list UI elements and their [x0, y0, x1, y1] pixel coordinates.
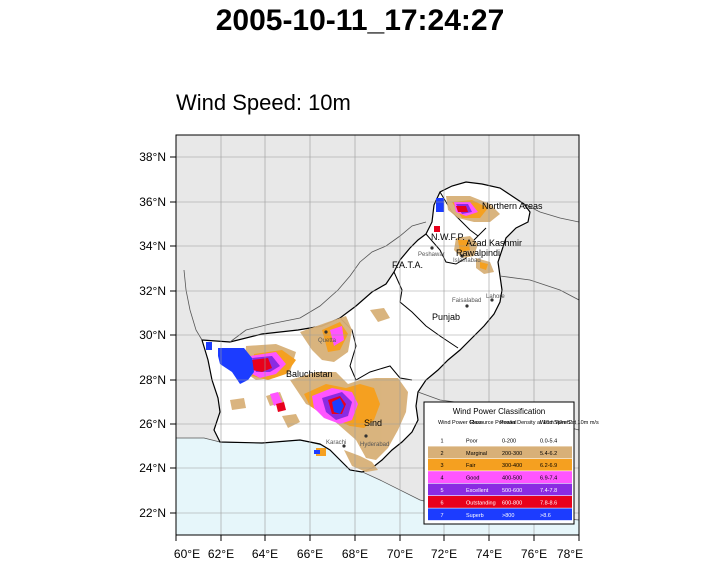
lat-tick-label: 38°N: [139, 150, 166, 164]
city-label-rawalpindi: Rawalpindi: [456, 248, 500, 258]
legend-speed: 0.0-5.4: [540, 438, 557, 444]
legend-header-potential-text: Resource Potential: [470, 420, 516, 426]
region-label-northern-areas: Northern Areas: [482, 201, 543, 211]
lat-tick-label: 32°N: [139, 284, 166, 298]
legend-density: 200-300: [502, 451, 522, 457]
lon-tick-label: 74°E: [476, 547, 502, 561]
lon-tick-label: 62°E: [208, 547, 234, 561]
legend-title: Wind Power Classification: [453, 407, 545, 416]
legend-potential: Poor: [466, 438, 478, 444]
axis-ticks: [170, 156, 580, 541]
legend-row: 7 Superb >800 >8.6: [428, 508, 572, 521]
lat-tick-label: 36°N: [139, 195, 166, 209]
legend-class: 4: [440, 476, 443, 482]
legend-rows: 1 Poor 0-200 0.0-5.4 2 Marginal 200-300 5.4-6.2…: [428, 434, 572, 521]
lon-tick-label: 68°E: [342, 547, 368, 561]
legend-swatch: [428, 446, 572, 459]
legend-header-potential: Resource Potential: [470, 420, 516, 426]
legend-speed: >8.6: [540, 513, 551, 519]
legend-header-density: Power Density at 10m W/m^2: [500, 420, 572, 426]
region-label-azad-kashmir: Azad Kashmir: [466, 238, 522, 248]
legend-class: 7: [440, 513, 443, 519]
lat-labels: 38°N 36°N 34°N 32°N 30°N 28°N 26°N 24°N …: [139, 150, 166, 520]
lon-tick-label: 72°E: [431, 547, 457, 561]
lon-tick-label: 76°E: [521, 547, 547, 561]
legend-row: 3 Fair 300-400 6.2-6.9: [428, 458, 572, 471]
legend-header-class-text: Wind Power Class: [438, 420, 483, 426]
wind-class-6-areas: [252, 206, 468, 414]
legend-density: 400-500: [502, 476, 522, 482]
legend: Wind Power Classification Wind Power Cla…: [423, 401, 599, 525]
legend-row: 4 Good 400-500 6.9-7.4: [428, 471, 572, 483]
legend-class: 2: [440, 451, 443, 457]
lon-labels: 60°E 62°E 64°E 66°E 68°E 70°E 72°E 74°E …: [174, 547, 583, 561]
subtitle: Wind Speed: 10m: [176, 90, 351, 115]
legend-potential: Fair: [466, 463, 476, 469]
legend-potential: Superb: [466, 513, 484, 519]
legend-row: 5 Excellent 500-600 7.4-7.8: [428, 483, 572, 496]
lat-tick-label: 24°N: [139, 461, 166, 475]
legend-swatch: [428, 434, 572, 446]
legend-density: 300-400: [502, 463, 522, 469]
lon-tick-label: 60°E: [174, 547, 200, 561]
region-labels: Northern Areas N.W.F.P. Azad Kashmir F.A…: [286, 201, 543, 428]
lat-tick-label: 22°N: [139, 506, 166, 520]
legend-density: 600-800: [502, 500, 522, 506]
legend-header-speed: Wind Speed at 10m m/s: [540, 420, 599, 426]
region-label-baluchistan: Baluchistan: [286, 369, 333, 379]
legend-swatch: [428, 471, 572, 483]
city-label-karachi: Karachi: [326, 440, 346, 446]
legend-swatch: [428, 496, 572, 508]
wind-class-7-areas: [206, 198, 444, 454]
legend-speed: 6.2-6.9: [540, 463, 557, 469]
legend-class: 1: [440, 438, 443, 444]
legend-potential: Good: [466, 476, 479, 482]
region-label-nwfp: N.W.F.P.: [431, 232, 465, 242]
lon-tick-label: 66°E: [297, 547, 323, 561]
region-label-sind: Sind: [364, 418, 382, 428]
city-label-faisalabad: Faisalabad: [452, 298, 481, 304]
legend-speed: 5.4-6.2: [540, 451, 557, 457]
legend-row: 1 Poor 0-200 0.0-5.4: [428, 434, 572, 446]
city-label-hyderabad: Hyderabad: [360, 442, 389, 448]
legend-row: 2 Marginal 200-300 5.4-6.2: [428, 446, 572, 459]
legend-speed: 7.8-8.6: [540, 500, 557, 506]
legend-density: 0-200: [502, 438, 516, 444]
main-title: 2005-10-11_17:24:27: [215, 4, 505, 37]
legend-class: 6: [440, 500, 443, 506]
city-markers: [324, 246, 494, 448]
legend-header-class: Wind Power Class: [438, 420, 483, 426]
city-labels: Peshawar Islamabad Rawalpindi Lahore Fai…: [318, 248, 505, 448]
legend-speed: 7.4-7.8: [540, 488, 557, 494]
legend-potential: Excellent: [466, 488, 489, 494]
lat-tick-label: 34°N: [139, 239, 166, 253]
lat-tick-label: 26°N: [139, 417, 166, 431]
legend-potential: Marginal: [466, 451, 487, 457]
city-label-islamabad: Islamabad: [453, 258, 481, 264]
legend-row: 6 Outstanding 600-800 7.8-8.6: [428, 496, 572, 508]
legend-density: >800: [502, 513, 514, 519]
legend-potential: Outstanding: [466, 500, 496, 506]
lon-tick-label: 78°E: [557, 547, 583, 561]
legend-swatch: [428, 458, 572, 471]
region-label-fata: F.A.T.A.: [392, 260, 423, 270]
lon-tick-label: 64°E: [252, 547, 278, 561]
legend-header-speed-text: Wind Speed at 10m m/s: [540, 420, 599, 426]
lat-tick-label: 28°N: [139, 373, 166, 387]
city-label-peshawar: Peshawar: [418, 252, 445, 258]
legend-swatch: [428, 508, 572, 521]
city-label-quetta: Quetta: [318, 338, 337, 344]
region-label-punjab: Punjab: [432, 312, 460, 322]
lon-tick-label: 70°E: [387, 547, 413, 561]
city-label-lahore: Lahore: [486, 294, 505, 300]
legend-density: 500-600: [502, 488, 522, 494]
legend-speed: 6.9-7.4: [540, 476, 557, 482]
legend-class: 3: [440, 463, 443, 469]
lat-tick-label: 30°N: [139, 328, 166, 342]
legend-class: 5: [440, 488, 443, 494]
legend-swatch: [428, 483, 572, 496]
legend-header-density-text: Power Density at 10m W/m^2: [500, 420, 572, 426]
